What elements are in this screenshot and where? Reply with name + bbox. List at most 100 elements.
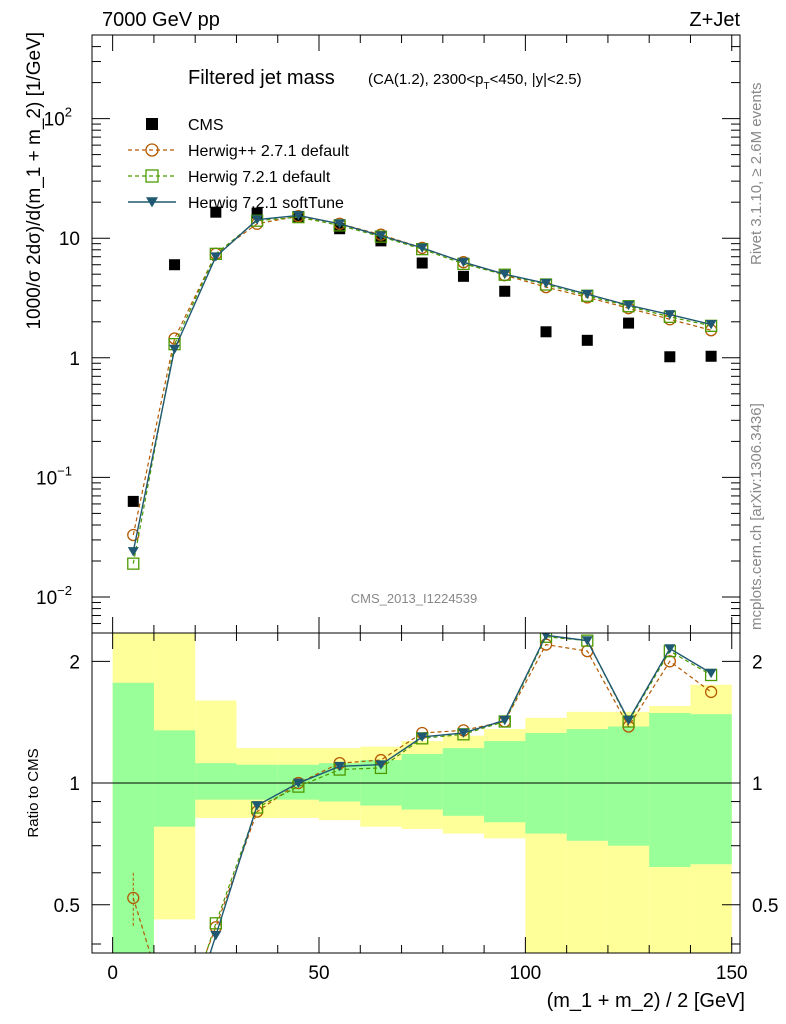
main-point-3-11 <box>581 289 593 300</box>
main-point-0-6 <box>375 235 387 247</box>
process-label: Z+Jet <box>689 9 740 31</box>
main-point-3-5 <box>334 219 346 229</box>
ratio-inner-band-13 <box>649 713 691 868</box>
legend-marker-2 <box>145 169 159 183</box>
xtick-label-2: 100 <box>510 963 542 984</box>
main-point-0-7 <box>416 257 428 269</box>
ratio-point-0-0 <box>127 891 140 905</box>
xtick-label-3: 150 <box>716 963 748 984</box>
ratio-point-1-11 <box>581 634 594 647</box>
legend-label-3: Herwig 7.2.1 softTune <box>188 195 344 212</box>
main-point-0-11 <box>581 334 593 346</box>
main-point-0-12 <box>623 317 635 329</box>
legend-marker-3 <box>146 197 158 208</box>
ratio-point-0-13 <box>663 655 676 668</box>
ratio-inner-band-1 <box>153 730 196 827</box>
ratio-point-2-14 <box>705 668 717 679</box>
ratio-point-1-2 <box>209 917 222 930</box>
main-point-3-2 <box>210 252 222 262</box>
main-point-0-1 <box>169 259 181 271</box>
main-ytick-label-1: 10−1 <box>36 463 72 489</box>
main-point-3-12 <box>623 300 635 311</box>
main-point-3-3 <box>251 215 263 225</box>
ratio-inner-band-11 <box>566 729 608 841</box>
main-ytick-label-2: 1 <box>69 349 80 370</box>
ratio-ylabel: Ratio to CMS <box>25 748 42 837</box>
ratio-point-2-3 <box>251 801 263 811</box>
ratio-inner-band-14 <box>690 714 732 865</box>
ratio-series-line-0 <box>132 643 712 953</box>
ratio-point-2-13 <box>664 644 676 654</box>
ratio-point-2-6 <box>375 760 387 770</box>
main-point-3-14 <box>705 320 717 330</box>
main-plot-panel: 10−2 10−1 1 10 102 Filtered jet mass (CA(1.2… <box>24 32 741 634</box>
ratio-point-2-10 <box>541 633 551 641</box>
legend-marker-0 <box>146 118 158 130</box>
main-point-0-8 <box>457 270 469 282</box>
ratio-point-1-10 <box>539 633 553 643</box>
legend: CMS Herwig++ 2.7.1 default Herwig 7.2.1 de… <box>128 117 350 212</box>
legend-label-2: Herwig 7.2.1 default <box>188 169 331 186</box>
main-point-3-7 <box>416 243 428 253</box>
ratio-point-1-0 <box>128 989 139 1000</box>
main-point-2-0 <box>127 557 140 570</box>
main-series-line-2 <box>132 216 712 564</box>
ratio-inner-band-7 <box>401 753 443 810</box>
ratio-ytick-label-1: 1 <box>69 774 80 795</box>
xtick-label-0: 0 <box>107 963 118 984</box>
main-point-3-8 <box>457 257 469 268</box>
energy-label: 7000 GeV pp <box>102 9 220 31</box>
analysis-id-label: CMS_2013_I1224539 <box>351 591 478 606</box>
main-point-0-2 <box>210 206 222 218</box>
main-title: Filtered jet mass <box>188 67 335 89</box>
ratio-inner-band-12 <box>607 726 650 846</box>
ratio-point-2-8 <box>457 728 469 738</box>
main-ytick-label-0: 10−2 <box>36 583 72 609</box>
ratio-point-2-7 <box>416 732 428 742</box>
ratio-plot-frame <box>91 632 741 954</box>
ratio-inner-band-8 <box>442 748 485 816</box>
main-point-3-4 <box>292 211 304 221</box>
ratio-inner-band-2 <box>195 763 237 800</box>
ratio-inner-band-9 <box>484 741 526 823</box>
ratio-outer-band-2 <box>195 700 237 818</box>
main-point-0-0 <box>127 495 139 507</box>
main-point-0-13 <box>664 351 676 363</box>
xtick-label-1: 50 <box>308 963 329 984</box>
main-point-0-14 <box>705 350 717 362</box>
ratio-ytick-label-right-1: 1 <box>752 774 763 795</box>
ratio-point-2-12 <box>623 715 635 726</box>
main-point-3-9 <box>499 269 511 280</box>
source-label: mcplots.cern.ch [arXiv:1306.3436] <box>748 403 765 630</box>
legend-marker-1 <box>145 143 159 157</box>
main-point-3-1 <box>169 344 181 355</box>
main-point-3-0 <box>127 547 139 557</box>
main-point-3-10 <box>540 278 552 289</box>
main-ytick-label-3: 10 <box>59 229 80 250</box>
ratio-point-2-5 <box>334 761 346 772</box>
main-point-3-13 <box>664 310 676 320</box>
ratio-ytick-label-right-2: 2 <box>752 652 763 673</box>
ratio-point-2-11 <box>581 636 593 646</box>
ratio-inner-band-3 <box>236 764 278 800</box>
ratio-point-2-9 <box>499 715 511 726</box>
ratio-plot-panel: 0.5 0.5 1 1 2 2 0 50 100 150 Ratio to CMS (m_1 + … <box>25 632 778 1012</box>
main-point-0-9 <box>499 285 511 297</box>
ratio-point-2-2 <box>210 931 222 941</box>
legend-label-1: Herwig++ 2.7.1 default <box>188 143 350 160</box>
ratio-ytick-label-2: 2 <box>69 652 80 673</box>
rivet-version-label: Rivet 3.1.10, ≥ 2.6M events <box>748 83 765 266</box>
main-point-0-3 <box>251 207 263 219</box>
main-ylabel: 1000/σ 2dσ)/d(m_1 + m_2) [1/GeV] <box>24 32 45 330</box>
main-ytick-label-4: 102 <box>44 105 72 131</box>
ratio-ytick-label-right-0: 0.5 <box>752 896 778 917</box>
main-subtitle: (CA(1.2), 2300<pT<450, |y|<2.5) <box>368 71 582 92</box>
legend-label-0: CMS <box>188 117 224 134</box>
main-point-0-10 <box>540 326 552 338</box>
ratio-point-0-14 <box>704 685 718 699</box>
ratio-point-2-4 <box>292 778 304 789</box>
ratio-ytick-label-0: 0.5 <box>54 896 80 917</box>
ratio-point-2-0 <box>128 990 139 999</box>
ratio-inner-band-0 <box>112 682 154 953</box>
